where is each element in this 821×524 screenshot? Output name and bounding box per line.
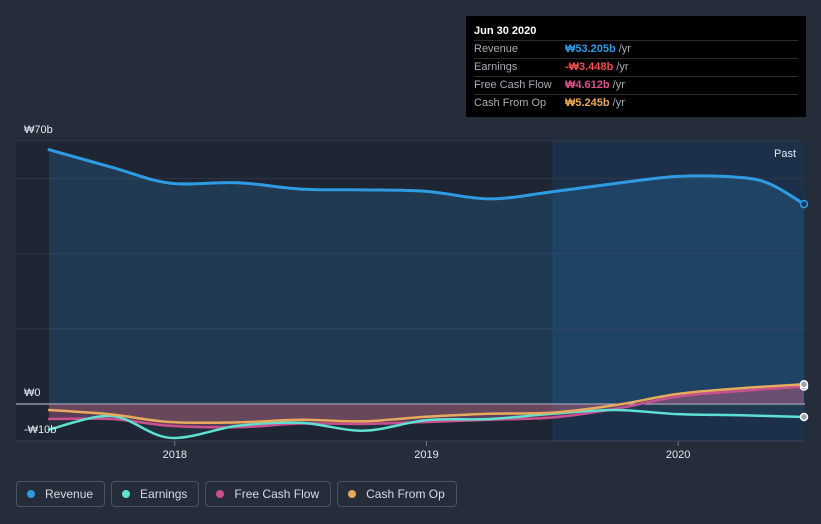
legend-dot-icon: [216, 490, 225, 498]
tooltip-label: Revenue: [474, 43, 519, 55]
tooltip-row-earnings: Earnings -₩3.448b /yr: [474, 58, 798, 76]
earnings-line: [47, 408, 806, 440]
legend-dot-icon: [122, 490, 131, 498]
free-cash-flow-area: [49, 386, 804, 428]
tooltip-unit: /yr: [618, 43, 631, 55]
grid-lines: [16, 140, 805, 442]
tooltip-value: -₩3.448b: [565, 61, 614, 73]
legend-label: Revenue: [45, 487, 94, 501]
tooltip-label: Earnings: [474, 61, 518, 73]
earnings-area: [49, 404, 804, 438]
cash-from-op-area: [49, 384, 804, 423]
area-fills: [49, 149, 804, 438]
earnings-end-marker: [799, 412, 809, 422]
revenue-end-marker: [799, 199, 809, 209]
tooltip-row-revenue: Revenue ₩53.205b /yr: [474, 40, 798, 58]
tooltip-unit: /yr: [616, 61, 629, 73]
tooltip-unit: /yr: [612, 97, 625, 109]
axis-ticks: ₩70b ₩0 -₩10b 2018 2019 2020: [24, 124, 690, 461]
tooltip-row-cash-from-op: Cash From Op ₩5.245b /yr: [474, 94, 798, 112]
legend-label: Free Cash Flow: [234, 487, 320, 501]
tooltip-label: Cash From Op: [474, 97, 547, 109]
legend-label: Earnings: [140, 487, 188, 501]
tooltip-value: ₩5.245b: [565, 97, 610, 109]
tooltip-row-free-cash-flow: Free Cash Flow ₩4.612b /yr: [474, 76, 798, 94]
legend-label: Cash From Op: [366, 487, 445, 501]
y-tick-label: ₩0: [24, 387, 41, 399]
legend-item-revenue[interactable]: Revenue: [16, 481, 106, 507]
x-tick-label: 2018: [163, 449, 187, 461]
legend-dot-icon: [27, 490, 35, 498]
past-label: Past: [774, 148, 796, 160]
cash-from-op-end-marker: [799, 380, 809, 389]
legend-item-cash-from-op[interactable]: Cash From Op: [337, 481, 457, 507]
tooltip-panel: Jun 30 2020 Revenue ₩53.205b /yr Earning…: [466, 16, 806, 117]
legend-dot-icon: [348, 490, 357, 498]
legend-item-free-cash-flow[interactable]: Free Cash Flow: [205, 481, 332, 507]
past-region-shade: [552, 141, 805, 441]
tooltip-value: ₩4.612b: [565, 79, 610, 91]
x-tick-label: 2019: [414, 449, 438, 461]
revenue-line: [47, 148, 806, 206]
series-end-markers: [799, 199, 809, 422]
revenue-area: [49, 149, 804, 404]
tooltip-label: Free Cash Flow: [474, 79, 552, 91]
series-lines: [47, 148, 806, 440]
x-tick-label: 2020: [666, 449, 690, 461]
legend-item-earnings[interactable]: Earnings: [111, 481, 200, 507]
cash-from-op-line: [47, 383, 806, 425]
free-cash-flow-line: [47, 385, 806, 429]
tooltip-value: ₩53.205b: [565, 43, 616, 55]
tooltip-date: Jun 30 2020: [474, 25, 537, 37]
y-tick-label: -₩10b: [24, 424, 56, 436]
legend: Revenue Earnings Free Cash Flow Cash Fro…: [16, 481, 457, 507]
y-tick-label: ₩70b: [24, 124, 53, 136]
tooltip-unit: /yr: [612, 79, 625, 91]
